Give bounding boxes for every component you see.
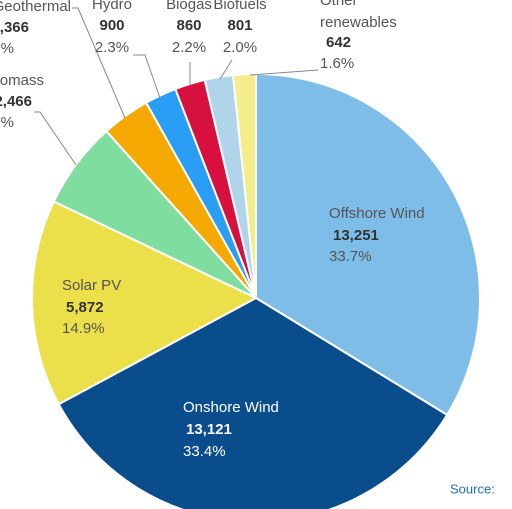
slice-percent: 2.2% xyxy=(172,39,206,56)
leader-lines xyxy=(34,7,319,166)
slice-value: 1,366 xyxy=(0,19,29,36)
slice-label: Solar PV 5,872 14.9% xyxy=(62,277,121,337)
slice-label: Biogas 860 2.2% xyxy=(166,0,212,56)
source: Source: xyxy=(450,481,495,496)
slice-label: Biofuels 801 2.0% xyxy=(213,0,266,56)
leader-line xyxy=(133,54,161,99)
slice-name: Biogas xyxy=(166,0,212,13)
slice-name: Biomass xyxy=(0,72,44,89)
leader-line xyxy=(72,7,126,119)
slice xyxy=(231,72,257,299)
slice-name: Offshore Wind xyxy=(329,205,425,222)
slice-value: 2,466 xyxy=(0,93,32,110)
slice-label: Biomass 2,466 6.3% xyxy=(0,72,44,131)
slice-label: Offshore Wind 13,251 33.7% xyxy=(329,205,425,265)
slice-percent: 2.0% xyxy=(223,39,257,56)
slice-name: Hydro xyxy=(92,0,132,13)
slice-value: 5,872 xyxy=(66,299,104,316)
leader-line xyxy=(34,111,77,166)
slice xyxy=(255,72,481,417)
slice-name: Solar PV xyxy=(62,277,121,294)
slice-label: 642 1.6% xyxy=(320,34,354,72)
slice-percent: 33.4% xyxy=(183,443,226,460)
leader-line xyxy=(249,69,319,76)
slice-label: Hydro 900 2.3% xyxy=(92,0,132,56)
slice xyxy=(57,296,449,509)
slice-value: 642 xyxy=(326,34,351,51)
slice-percent: 1.6% xyxy=(320,55,354,72)
slice-percent: 6.3% xyxy=(0,114,14,131)
slice-name: Onshore Wind xyxy=(183,399,279,416)
slice-value: 13,121 xyxy=(186,421,232,438)
slice xyxy=(31,200,259,406)
slice-percent: 2.3% xyxy=(95,39,129,56)
slice-percent: 33.7% xyxy=(329,248,372,265)
slice-name: Other renewables xyxy=(320,0,397,31)
slice-percent: 14.9% xyxy=(62,320,105,337)
slice-label: Onshore Wind 13,121 33.4% xyxy=(183,399,279,460)
slice-value: 900 xyxy=(99,17,124,34)
slice-value: 860 xyxy=(176,17,201,34)
slice-label: Geothermal 1,366 3.5% xyxy=(0,0,71,57)
slice-name: Geothermal xyxy=(0,0,71,15)
slice-value: 13,251 xyxy=(333,227,379,244)
slice-name: Biofuels xyxy=(213,0,266,13)
slice-value: 801 xyxy=(227,17,252,34)
leader-line xyxy=(219,59,233,80)
slice-percent: 3.5% xyxy=(0,40,14,57)
